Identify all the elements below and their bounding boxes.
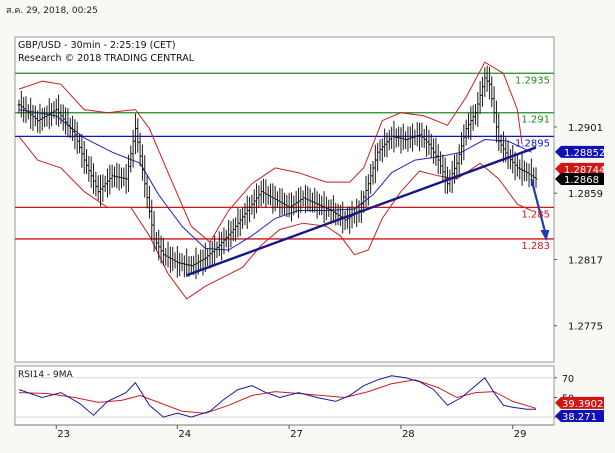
price-tag-box (555, 172, 604, 185)
x-tick-label: 28 (402, 429, 415, 440)
price-tag-box (555, 162, 604, 175)
level-label: 1.2895 (515, 138, 550, 149)
date-header: ส.ค. 29, 2018, 00:25 (6, 6, 98, 16)
y-tick-label: 1.2859 (568, 189, 603, 200)
x-tick-label: 23 (57, 429, 70, 440)
y-tick-label: 1.2775 (568, 322, 603, 333)
rsi-panel (14, 365, 555, 426)
price-tag-label: 1.28852 (564, 148, 605, 159)
rsi-tags: 39.3902 38.271 (555, 396, 604, 423)
level-label: 1.283 (521, 241, 550, 252)
rsi-line (18, 375, 536, 418)
rsi-tag-box (555, 410, 604, 423)
level-label: 1.285 (521, 209, 550, 220)
price-y-axis: 1.2901 1.2859 1.2817 1.2775 (554, 123, 603, 333)
chart-subtitle: Research © 2018 TRADING CENTRAL (18, 53, 195, 64)
chart-title: GBP/USD - 30min - 2:25:19 (CET) (18, 40, 176, 51)
forecast-arrow-shaft (530, 178, 547, 234)
x-tick-label: 29 (514, 429, 527, 440)
y-tick-label: 1.2817 (568, 255, 603, 266)
price-tag-label: 1.2868 (564, 175, 599, 186)
rsi-tag-label: 38.271 (562, 412, 597, 423)
rsi-tag-label: 39.3902 (562, 399, 603, 410)
rsi-tag-box (555, 396, 604, 409)
price-tag-label: 1.28744 (564, 165, 605, 176)
rsi-ma-line (18, 379, 537, 414)
level-labels: 1.2935 1.291 1.2895 1.285 1.283 (515, 75, 550, 252)
upper-band-line (18, 61, 523, 243)
time-axis-labels: 23 24 27 28 29 (55, 425, 527, 440)
y-tick-label: 1.2901 (568, 123, 603, 134)
x-tick-label: 24 (178, 429, 191, 440)
forecast-arrow-group (530, 178, 550, 241)
trendline-group (186, 146, 537, 277)
x-tick-label: 27 (290, 429, 303, 440)
rsi-title: RSI14 - 9MA (18, 370, 74, 380)
rsi-tick-label: 70 (562, 374, 574, 385)
rsi-lines (15, 375, 554, 418)
forecast-arrow-head (540, 229, 550, 241)
level-label: 1.2935 (515, 75, 550, 86)
price-tag-box (555, 145, 604, 158)
trendline (186, 146, 537, 277)
level-label: 1.291 (521, 115, 550, 126)
